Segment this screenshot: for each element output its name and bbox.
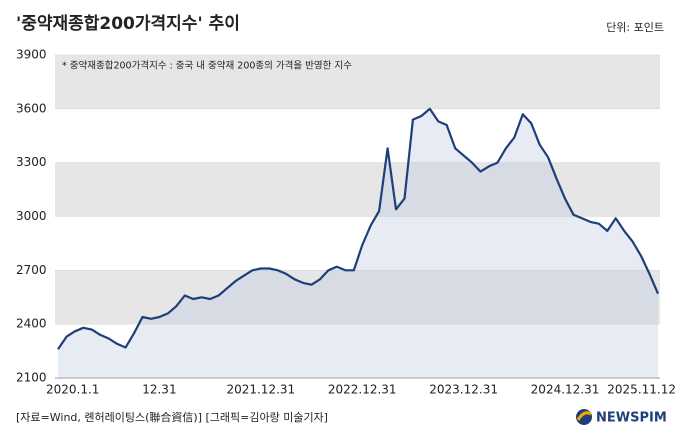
chart-title: '중약재종합200가격지수' 추이 [16, 13, 240, 34]
y-tick-label: 3000 [16, 209, 47, 223]
y-tick-label: 3900 [16, 48, 47, 62]
x-tick-label: 2023.12.31 [429, 383, 498, 397]
logo: NEWSPIM [596, 411, 667, 426]
line [57, 107, 660, 350]
plot: 2100 2400 2700 3000 3300 3600 3900 2020.1.1 12.3… [16, 48, 676, 397]
grid-band [55, 55, 660, 109]
grid-band [55, 270, 660, 325]
y-tick-label: 2100 [16, 371, 47, 385]
grid-band [55, 108, 660, 163]
x-tick-label: 12.31 [142, 383, 176, 397]
y-tick-label: 2400 [16, 317, 47, 331]
y-tick-label: 3600 [16, 101, 47, 115]
note: * 중약재종합200가격지수 : 중국 내 중약재 200종의 가격을 반영한 … [62, 60, 352, 72]
x-tick-label: 2024.12.31 [531, 383, 600, 397]
grid-band [55, 162, 660, 217]
logo-swoosh [576, 411, 592, 421]
y-tick-label: 3300 [16, 155, 47, 169]
x-tick-label: 2025.11.12 [607, 383, 676, 397]
source: [자료=Wind, 롄허레이팅스(聯合資信)] [그래픽=김아랑 미술기자] [16, 410, 328, 424]
unit: 단위: 포인트 [606, 21, 664, 34]
area [58, 108, 658, 379]
y-tick-label: 2700 [16, 263, 47, 277]
x-tick-label: 2020.1.1 [46, 383, 99, 397]
x-tick-label: 2021.12.31 [226, 383, 295, 397]
grid-band [55, 324, 660, 378]
x-tick-label: 2022.12.31 [328, 383, 397, 397]
